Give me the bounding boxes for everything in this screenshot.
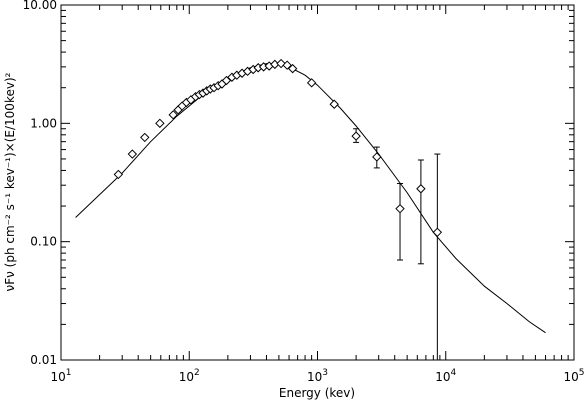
y-tick-labels: 0.01 0.10 1.00 10.00 xyxy=(23,0,57,367)
data-point xyxy=(127,149,138,159)
data-point xyxy=(155,118,165,129)
x-tick-label: 105 xyxy=(563,368,584,384)
plot-frame xyxy=(60,4,575,361)
y-tick-label: 0.01 xyxy=(30,353,57,367)
model-curve xyxy=(75,63,546,334)
data-point xyxy=(351,131,361,141)
data-point xyxy=(287,63,298,74)
y-axis-title: νFν (ph cm⁻² s⁻¹ kev⁻¹)×(E/100kev)² xyxy=(3,72,17,291)
data-point xyxy=(372,152,382,162)
data-point xyxy=(395,203,405,214)
error-bars xyxy=(353,128,441,360)
axis-ticks xyxy=(60,4,575,361)
x-tick-labels: 101 102 103 104 105 xyxy=(50,368,584,384)
x-tick-label: 102 xyxy=(179,368,200,384)
data-points xyxy=(113,58,443,238)
data-point xyxy=(306,78,317,88)
x-tick-label: 104 xyxy=(435,368,456,384)
data-point xyxy=(282,60,292,70)
x-tick-label: 101 xyxy=(50,368,71,384)
y-tick-label: 10.00 xyxy=(23,0,57,12)
y-tick-label: 0.10 xyxy=(30,235,57,249)
y-tick-label: 1.00 xyxy=(30,116,57,130)
x-tick-label: 103 xyxy=(307,368,328,384)
data-point xyxy=(113,169,124,180)
x-axis-title: Energy (kev) xyxy=(279,386,355,400)
data-point xyxy=(416,184,426,194)
data-point xyxy=(329,99,339,109)
data-point xyxy=(432,227,443,238)
data-point xyxy=(168,110,178,120)
data-point xyxy=(140,132,150,143)
